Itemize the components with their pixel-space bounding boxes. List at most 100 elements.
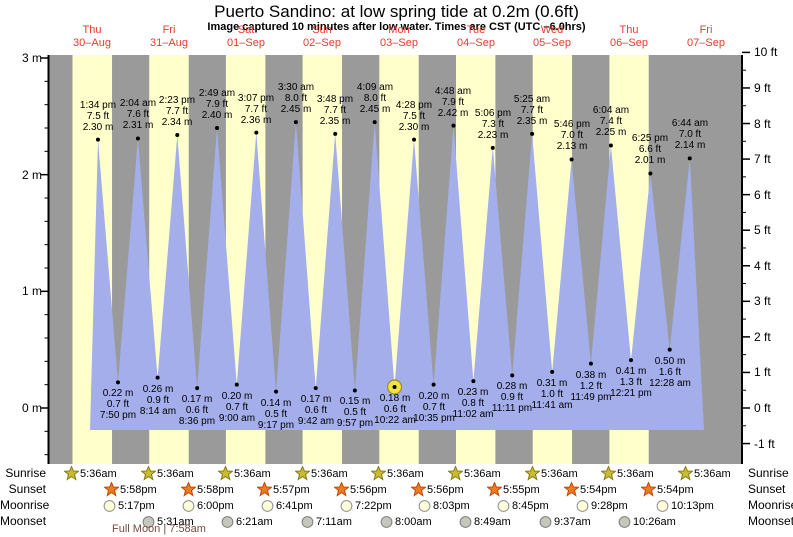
moonrise-icon-shape: [103, 500, 116, 512]
sunrise-icon-shape: [525, 466, 540, 481]
tide-label-line: 2:04 am: [119, 98, 157, 110]
day-label: Sat 01–Sep: [211, 24, 281, 50]
tide-label-line: 3:07 pm: [237, 92, 275, 104]
moonrise-marker: 9:28pm: [575, 498, 628, 513]
tide-label-line: 8:14 am: [139, 405, 177, 417]
tide-label-line: 2.14 m: [674, 140, 706, 152]
moonrise-row-label-right: Moonrise: [748, 498, 793, 512]
moonset-marker: 7:11am: [300, 514, 352, 529]
tide-label-line: 0.14 m: [260, 397, 292, 409]
tide-label-line: 11:41 am: [531, 399, 573, 411]
tide-label-line: 11:11 pm: [491, 403, 533, 415]
tide-label-line: 3:30 am: [277, 82, 315, 94]
day-label: Thu 30–Aug: [57, 24, 127, 50]
tide-label-line: 2.13 m: [556, 141, 588, 153]
sunrise-icon: [678, 466, 693, 481]
high-tide-point: [490, 145, 495, 150]
right-axis-label: 3 ft: [754, 294, 771, 309]
sunrise-marker: 5:36am: [678, 466, 731, 481]
moonrise-icon: [418, 500, 431, 512]
high-tide-label: 3:30 am 8.0 ft 2.45 m: [260, 82, 332, 115]
low-tide-point: [392, 384, 397, 389]
sunset-marker: 5:55pm: [487, 482, 540, 497]
day-weekday: Mon: [388, 24, 410, 36]
tide-label-line: 8:36 pm: [178, 416, 216, 428]
low-tide-label: 0.17 m 0.6 ft 8:36 pm: [161, 394, 233, 427]
low-tide-point: [155, 375, 160, 380]
moonrise-row-label-left: Moonrise: [0, 498, 50, 512]
page-subtitle: Image captured 10 minutes after low wate…: [207, 21, 586, 33]
low-tide-label: 0.15 m 0.5 ft 9:57 pm: [319, 396, 391, 429]
high-tide-label: 5:25 am 7.7 ft 2.35 m: [496, 94, 568, 127]
tide-label-line: 2.45 m: [359, 104, 391, 116]
tide-label-line: 2.40 m: [201, 109, 233, 121]
moonset-icon-shape: [380, 516, 393, 528]
day-weekday: Thu: [82, 24, 102, 36]
low-tide-label: 0.50 m 1.6 ft 12:28 am: [634, 356, 706, 389]
high-tide-label: 4:48 am 7.9 ft 2.42 m: [417, 86, 489, 119]
sunset-icon-shape: [104, 482, 119, 497]
sunrise-time: 5:36am: [311, 467, 348, 480]
tide-label-line: 11:02 am: [452, 409, 494, 421]
left-axis-label: 0 m: [21, 401, 42, 415]
high-tide-point: [372, 120, 377, 125]
day-date: 07–Sep: [687, 37, 725, 49]
day-weekday: Wed: [540, 24, 564, 36]
moonset-time: 9:37am: [554, 515, 591, 528]
right-axis-label: 0 ft: [754, 401, 771, 415]
sunset-time: 5:54pm: [657, 483, 694, 496]
day-weekday: Sun: [312, 24, 332, 36]
moonrise-marker: 7:22pm: [339, 498, 392, 513]
low-tide-label: 0.22 m 0.7 ft 7:50 pm: [82, 388, 154, 421]
low-tide-label: 0.41 m 1.3 ft 12:21 pm: [595, 366, 667, 399]
tide-label-line: 0.6 ft: [383, 403, 407, 415]
tide-label-line: 5:46 pm: [553, 119, 591, 131]
day-date: 04–Sep: [457, 37, 495, 49]
day-label: Tue 04–Sep: [441, 24, 511, 50]
left-axis-label: 2 m: [21, 167, 42, 182]
tide-label-line: 10:22 am: [374, 414, 416, 426]
right-axis-label: 2 ft: [754, 329, 771, 344]
moonset-time: 8:49am: [474, 515, 511, 528]
high-tide-label: 4:09 am 8.0 ft 2.45 m: [339, 82, 411, 115]
day-date: 01–Sep: [227, 37, 265, 49]
tide-label-line: 11:49 pm: [570, 391, 612, 403]
high-tide-label: 6:44 am 7.0 ft 2.14 m: [654, 118, 726, 151]
tide-label-line: 0.20 m: [418, 390, 450, 402]
moonset-icon: [301, 516, 314, 528]
tide-label-line: 2.36 m: [240, 114, 272, 126]
sunrise-time: 5:36am: [541, 467, 578, 480]
sunrise-icon-shape: [448, 466, 463, 481]
right-axis-label: 9 ft: [754, 80, 771, 95]
high-tide-label: 2:49 am 7.9 ft 2.40 m: [181, 88, 253, 121]
high-tide-point: [530, 131, 535, 136]
tide-label-line: 0.5 ft: [343, 407, 367, 419]
sunset-marker: 5:56pm: [334, 482, 387, 497]
moonrise-time: 8:03pm: [433, 499, 470, 512]
moonrise-icon: [340, 500, 353, 512]
tide-label-line: 2.30 m: [398, 121, 430, 133]
sunset-icon: [334, 482, 349, 497]
tide-label-line: 0.20 m: [221, 390, 253, 402]
sunrise-time: 5:36am: [694, 467, 731, 480]
tide-label-line: 4:09 am: [356, 82, 394, 94]
sunset-icon-shape: [334, 482, 349, 497]
moonrise-marker: 10:13pm: [655, 498, 714, 513]
sunrise-icon-shape: [295, 466, 310, 481]
sunset-time: 5:55pm: [503, 483, 540, 496]
right-axis-label: 6 ft: [754, 187, 771, 202]
low-tide-point: [313, 386, 318, 391]
moonset-time: 5:31am: [157, 515, 194, 528]
sunrise-marker: 5:36am: [218, 466, 271, 481]
tide-label-line: 6:04 am: [592, 105, 630, 117]
sunset-time: 5:56pm: [427, 483, 464, 496]
moonrise-marker: 6:00pm: [181, 498, 234, 513]
low-tide-label: 0.20 m 0.7 ft 10:35 pm: [398, 391, 470, 424]
moonset-icon-shape: [142, 516, 155, 528]
sunset-time: 5:58pm: [197, 483, 234, 496]
sunset-icon-shape: [564, 482, 579, 497]
tide-label-line: 0.26 m: [142, 383, 174, 395]
sunrise-time: 5:36am: [464, 467, 501, 480]
tide-label-line: 0.7 ft: [225, 401, 249, 413]
